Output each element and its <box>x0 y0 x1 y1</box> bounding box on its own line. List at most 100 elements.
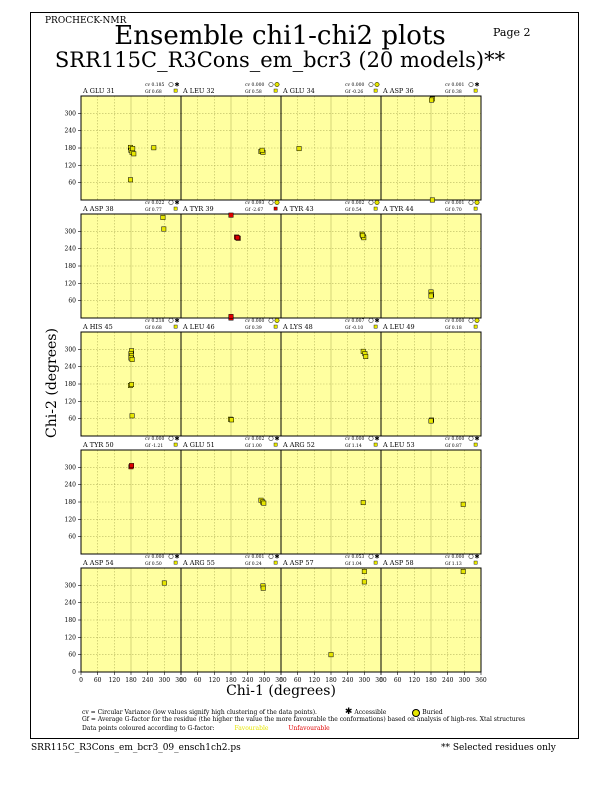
buried-symbol-icon <box>474 200 480 205</box>
panel-a-tyr-43 <box>280 200 382 319</box>
gf-colour-swatch <box>473 206 478 211</box>
panel-cv-value: cv 0.002 <box>345 200 365 206</box>
gf-colour-swatch <box>473 324 478 329</box>
gf-colour-swatch <box>173 88 178 93</box>
panel-cv-value: cv 0.000 <box>145 554 165 560</box>
cv-indicator-icon <box>368 554 374 559</box>
panel-gf-value: Gf -0.10 <box>345 325 363 331</box>
x-tick-label: 0 <box>179 677 183 684</box>
y-axis-label: Chi-2 (degrees) <box>44 328 60 438</box>
program-label: PROCHECK-NMR <box>45 16 127 26</box>
x-tick-label: 0 <box>379 677 383 684</box>
cv-indicator-icon <box>468 318 474 323</box>
panel-cv-value: cv 0.000 <box>445 436 465 442</box>
x-tick-label: 120 <box>209 677 221 684</box>
panel-gf-value: Gf 0.18 <box>445 325 462 331</box>
panel-residue-label: A GLU 34 <box>282 87 315 95</box>
data-point <box>130 146 136 152</box>
y-tick-label: 300 <box>65 464 77 471</box>
buried-symbol-icon <box>274 318 280 323</box>
panel-gf-value: Gf 0.54 <box>345 207 362 213</box>
panel-a-leu-53 <box>380 436 482 555</box>
data-point <box>460 569 466 574</box>
panel-gf-value: Gf 0.70 <box>445 207 462 213</box>
data-point <box>131 151 137 157</box>
cv-indicator-icon <box>368 200 374 205</box>
buried-symbol-icon <box>374 200 380 205</box>
accessible-star-icon: ✱ <box>344 707 353 717</box>
panel-cv-value: cv 0.001 <box>445 200 465 206</box>
x-tick-label: 180 <box>325 677 337 684</box>
y-tick-label: 240 <box>65 600 77 607</box>
x-tick-label: 180 <box>125 677 137 684</box>
gf-colour-swatch <box>273 442 278 447</box>
panel-cv-value: cv 0.001 <box>245 554 265 560</box>
footer-cv-note: cv = Circular Variance (low values signi… <box>82 707 443 717</box>
gf-colour-swatch <box>373 88 378 93</box>
panel-a-leu-46 <box>180 318 282 437</box>
gf-colour-swatch <box>373 324 378 329</box>
cv-indicator-icon <box>168 82 174 87</box>
panel-residue-label: A LYS 48 <box>282 323 313 331</box>
y-tick-label: 300 <box>65 346 77 353</box>
panel-cv-value: cv 0.022 <box>145 200 165 206</box>
x-tick-label: 300 <box>259 677 271 684</box>
cv-indicator-icon <box>368 318 374 323</box>
panel-residue-label: A GLU 51 <box>182 441 215 449</box>
x-axis-label: Chi-1 (degrees) <box>226 683 336 699</box>
data-point <box>234 235 240 241</box>
panel-a-his-45 <box>78 318 182 437</box>
panel-a-asp-38 <box>78 200 182 319</box>
data-point <box>129 356 135 362</box>
data-point <box>228 212 234 218</box>
y-tick-label: 180 <box>65 499 77 506</box>
y-tick-label: 120 <box>65 398 77 405</box>
accessible-star-icon: ✱ <box>274 436 279 443</box>
panel-cv-value: cv 0.093 <box>245 200 265 206</box>
panel-cv-value: cv 0.000 <box>345 82 365 88</box>
panel-cv-value: cv 0.053 <box>345 554 365 560</box>
accessible-star-icon: ✱ <box>174 200 179 207</box>
page-frame <box>30 12 579 739</box>
data-point <box>260 585 266 591</box>
y-tick-label: 60 <box>68 652 76 659</box>
panel-cv-value: cv 0.000 <box>445 554 465 560</box>
panel-gf-value: Gf 0.68 <box>145 325 162 331</box>
gf-colour-swatch <box>373 206 378 211</box>
panel-a-leu-49 <box>380 318 482 437</box>
x-tick-label: 120 <box>309 677 321 684</box>
y-tick-label: 60 <box>68 180 76 187</box>
sub-title: SRR115C_R3Cons_em_bcr3 (20 models)** <box>54 48 506 72</box>
cv-indicator-icon <box>468 554 474 559</box>
panel-cv-value: cv 0.002 <box>245 436 265 442</box>
cv-indicator-icon <box>268 318 274 323</box>
y-tick-label: 120 <box>65 516 77 523</box>
file-name: SRR115C_R3Cons_em_bcr3_09_ensch1ch2.ps <box>31 743 241 753</box>
x-tick-label: 180 <box>425 677 437 684</box>
x-tick-label: 360 <box>175 677 187 684</box>
panel-a-arg-52 <box>280 436 382 555</box>
panel-a-leu-32 <box>180 82 282 201</box>
x-tick-label: 0 <box>279 677 283 684</box>
data-point <box>296 146 302 152</box>
panel-residue-label: A ASP 58 <box>382 559 414 567</box>
gf-colour-swatch <box>273 88 278 93</box>
colour-note-text: Data points coloured according to G-fact… <box>82 725 215 732</box>
accessible-star-icon: ✱ <box>174 554 179 561</box>
gf-colour-swatch <box>173 442 178 447</box>
unfavourable-legend-label: Unfavourable <box>288 725 330 732</box>
y-tick-label: 0 <box>72 669 76 676</box>
y-tick-label: 60 <box>68 298 76 305</box>
panel-frame <box>380 213 482 319</box>
data-point <box>161 580 167 586</box>
data-point <box>363 354 369 360</box>
panel-residue-label: A GLU 31 <box>82 87 115 95</box>
gf-colour-swatch <box>473 560 478 565</box>
panel-cv-value: cv 0.001 <box>445 82 465 88</box>
x-tick-label: 120 <box>409 677 421 684</box>
data-point <box>360 232 366 238</box>
panel-residue-label: A HIS 45 <box>82 323 113 331</box>
gf-colour-swatch <box>473 442 478 447</box>
panel-cv-value: cv 0.007 <box>345 318 365 324</box>
panel-residue-label: A ASP 38 <box>82 205 114 213</box>
